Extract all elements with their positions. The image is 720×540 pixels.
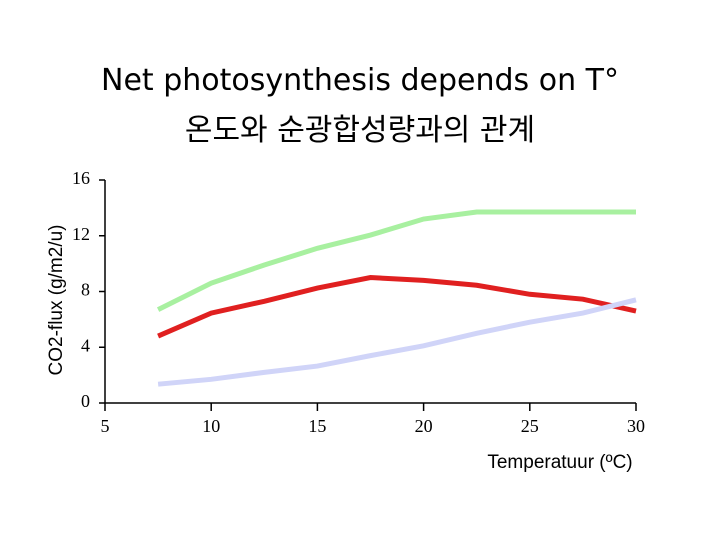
y-tick-label: 0 [81, 391, 90, 411]
y-tick-label: 16 [72, 168, 90, 188]
x-tick-label: 5 [101, 416, 110, 436]
x-tick-label: 30 [627, 416, 645, 436]
y-tick-label: 12 [72, 224, 90, 244]
data-line [156, 209, 636, 312]
chart-title: Net photosynthesis depends on T° [101, 63, 619, 98]
x-tick-label: 25 [521, 416, 539, 436]
x-tick-label: 20 [415, 416, 433, 436]
x-tick-label: 10 [202, 416, 220, 436]
data-line [157, 297, 637, 387]
x-tick-label: 15 [308, 416, 326, 436]
y-tick-label: 8 [81, 280, 90, 300]
chart-subtitle: 온도와 순광합성량과의 관계 [185, 113, 535, 148]
data-line [157, 275, 637, 339]
x-axis-label: Temperatuur (ºC) [487, 452, 632, 473]
y-tick-label: 4 [81, 335, 90, 355]
y-axis-label: CO2-flux (g/m2/u) [46, 225, 67, 376]
